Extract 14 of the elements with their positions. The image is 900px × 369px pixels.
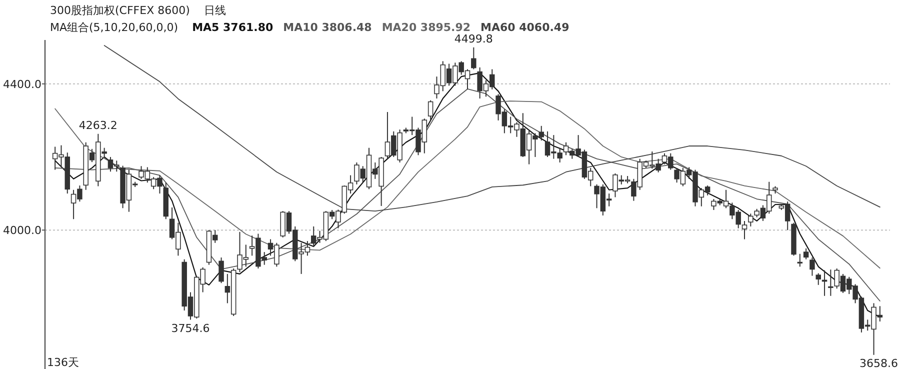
y-tick-label: 4000.0 bbox=[3, 224, 42, 238]
annotation: 3658.6 bbox=[860, 356, 898, 369]
chart-title: 300股指加权(CFFEX 8600) bbox=[50, 4, 190, 17]
annotation: 4499.8 bbox=[454, 32, 493, 46]
text: MA60 4060.49 bbox=[480, 21, 570, 34]
text: MA20 3895.92 bbox=[382, 21, 471, 34]
annotation: 3754.6 bbox=[171, 322, 210, 335]
text: MA5 3761.80 bbox=[192, 21, 274, 34]
text: MA10 3806.48 bbox=[283, 21, 372, 34]
y-tick-label: 4400.0 bbox=[3, 78, 42, 91]
annotation: 4263.2 bbox=[78, 118, 118, 132]
text: MA组合(5,10,20,60,0,0) bbox=[50, 21, 178, 34]
annotation: 136天 bbox=[47, 356, 79, 369]
chart-subtitle: 日线 bbox=[204, 4, 226, 17]
